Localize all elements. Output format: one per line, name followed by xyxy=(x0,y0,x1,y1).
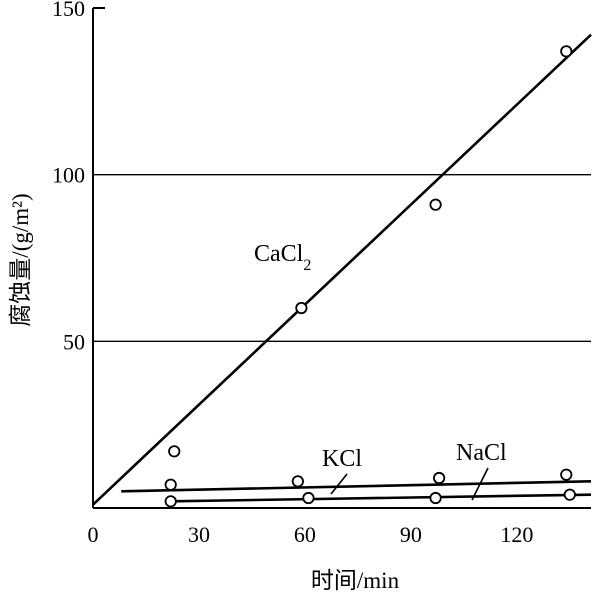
series-label-nacl: NaCl xyxy=(456,440,507,466)
y-tick-label-100: 100 xyxy=(52,163,85,188)
data-point-cacl2-4 xyxy=(560,45,573,58)
leader-kcl xyxy=(330,473,348,495)
x-tick-label-90: 90 xyxy=(400,522,422,547)
series-label-kcl: KCl xyxy=(322,446,362,472)
x-tick-label-120: 120 xyxy=(500,522,533,547)
data-point-kcl-3 xyxy=(433,471,446,485)
axes xyxy=(92,7,591,509)
data-point-cacl2-2 xyxy=(295,301,308,315)
tick-labels: 0 30 60 90 120 50 100 150 xyxy=(52,0,533,547)
data-point-kcl-4 xyxy=(560,468,573,481)
data-point-cacl2-1 xyxy=(168,445,181,458)
series-label-cacl2: CaCl2 xyxy=(254,241,311,274)
x-tick-label-30: 30 xyxy=(188,522,210,547)
data-point-nacl-4 xyxy=(563,488,576,501)
fit-lines xyxy=(92,33,592,506)
y-tick-label-50: 50 xyxy=(63,329,85,354)
data-point-kcl-1 xyxy=(164,478,177,491)
fit-line-kcl xyxy=(121,480,592,493)
data-point-kcl-2 xyxy=(291,475,304,488)
data-points xyxy=(164,45,576,508)
fit-line-cacl2 xyxy=(92,33,592,506)
data-point-cacl2-3 xyxy=(429,198,442,211)
x-tick-label-0: 0 xyxy=(88,522,99,547)
gridlines xyxy=(93,173,591,343)
y-axis-title: 腐蚀量/(g/m²) xyxy=(8,193,33,326)
x-tick-label-60: 60 xyxy=(294,522,316,547)
data-point-nacl-2 xyxy=(302,491,315,505)
data-point-nacl-1 xyxy=(164,495,177,508)
leader-nacl xyxy=(471,467,489,501)
x-axis-title: 时间/min xyxy=(311,568,400,593)
fit-line-nacl xyxy=(170,493,592,503)
y-tick-label-150: 150 xyxy=(52,0,85,21)
data-point-nacl-3 xyxy=(429,491,442,505)
